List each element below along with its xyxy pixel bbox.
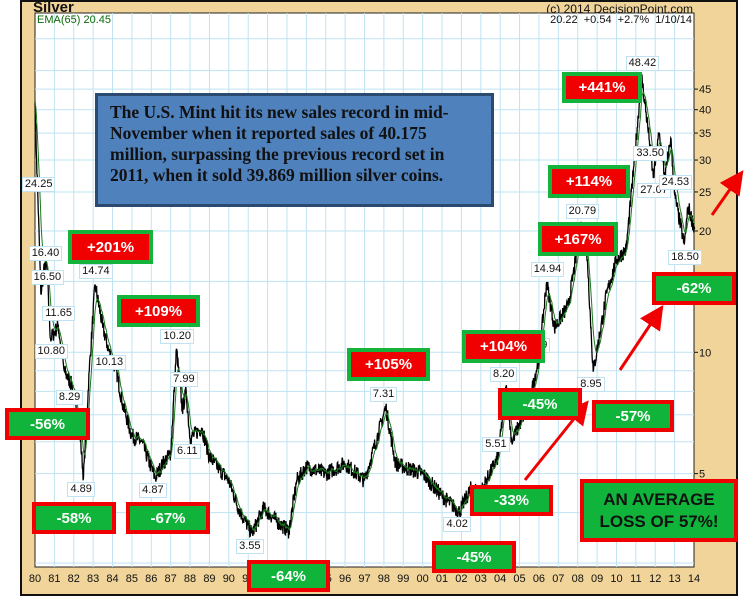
gain-annotation: +114%	[548, 165, 630, 198]
x-tick-label: 14	[688, 573, 700, 585]
red-arrow	[618, 305, 664, 371]
price-label: 10.20	[160, 328, 195, 344]
gain-annotation: +105%	[347, 348, 430, 381]
price-label: 4.89	[67, 482, 95, 498]
x-tick-label: 08	[572, 573, 584, 585]
average-loss-line2: LOSS OF 57%!	[599, 512, 719, 531]
price-label: 6.11	[174, 443, 201, 459]
price-label: 4.87	[139, 483, 167, 499]
price-label: 8.29	[55, 390, 84, 406]
x-tick-label: 81	[48, 573, 60, 585]
x-tick-label: 00	[417, 573, 429, 585]
x-tick-label: 06	[533, 573, 545, 585]
y-tick-label: 40	[699, 105, 711, 117]
x-tick-label: 90	[223, 573, 235, 585]
loss-annotation: -62%	[652, 272, 736, 305]
loss-annotation: -45%	[432, 541, 516, 573]
x-tick-label: 98	[378, 573, 390, 585]
y-axis: 5 10 20 25 30 35 40 45	[694, 84, 711, 481]
gain-annotation: +201%	[68, 230, 153, 264]
x-tick-label: 11	[630, 573, 641, 585]
price-label: 4.02	[443, 516, 471, 532]
x-tick-label: 05	[513, 573, 525, 585]
price-label: 8.95	[577, 376, 605, 392]
x-tick-label: 10	[610, 573, 622, 585]
loss-annotation: -45%	[498, 388, 582, 420]
price-label: 16.40	[28, 245, 63, 261]
x-tick-label: 04	[494, 573, 506, 585]
mint-sales-note: The U.S. Mint hit its new sales record i…	[95, 93, 494, 207]
x-tick-label: 85	[126, 573, 138, 585]
y-tick-label: 25	[699, 187, 711, 199]
price-label: 7.99	[170, 371, 198, 387]
gain-annotation: +441%	[562, 72, 642, 103]
price-label: 7.31	[369, 387, 398, 403]
red-arrow	[710, 170, 744, 216]
loss-annotation: -58%	[32, 502, 116, 534]
average-loss-box: AN AVERAGE LOSS OF 57%!	[580, 479, 738, 542]
x-tick-label: 09	[591, 573, 603, 585]
price-label: 16.50	[30, 269, 65, 285]
x-tick-label: 86	[145, 573, 157, 585]
y-tick-label: 5	[699, 469, 705, 481]
x-tick-label: 80	[29, 573, 41, 585]
price-label: 33.50	[633, 145, 667, 161]
loss-annotation: -56%	[5, 408, 90, 440]
gain-annotation: +109%	[117, 295, 200, 327]
price-label: 48.42	[625, 56, 660, 72]
last-quote: 20.22 +0.54 +2.7% 1/10/14	[550, 14, 692, 26]
x-tick-label: 82	[68, 573, 80, 585]
x-tick-label: 84	[106, 573, 118, 585]
gain-annotation: +104%	[462, 330, 545, 363]
x-tick-label: 03	[475, 573, 487, 585]
loss-annotation: -33%	[470, 485, 553, 516]
price-label: 14.74	[79, 264, 113, 280]
x-tick-label: 13	[668, 573, 680, 585]
gain-annotation: +167%	[538, 222, 618, 256]
price-label: 5.51	[482, 436, 510, 452]
price-label: 20.79	[565, 204, 600, 220]
x-axis: 8081828384858687888990919293949596979899…	[29, 573, 700, 585]
y-tick-label: 45	[699, 84, 711, 96]
average-loss-line1: AN AVERAGE	[603, 490, 715, 509]
x-tick-label: 87	[165, 573, 177, 585]
price-label: 10.13	[92, 355, 127, 371]
price-label: 11.65	[42, 305, 75, 321]
x-tick-label: 83	[87, 573, 99, 585]
x-tick-label: 88	[184, 573, 196, 585]
y-tick-label: 10	[699, 347, 711, 359]
price-label: 8.20	[489, 367, 518, 383]
loss-annotation: -67%	[126, 502, 210, 534]
x-tick-label: 89	[203, 573, 215, 585]
price-label: 18.50	[668, 249, 702, 265]
x-tick-label: 97	[358, 573, 370, 585]
y-tick-label: 35	[699, 128, 711, 140]
price-label: 10.80	[34, 343, 69, 359]
x-tick-label: 99	[397, 573, 409, 585]
y-tick-label: 30	[699, 155, 711, 167]
x-tick-label: 02	[455, 573, 467, 585]
loss-annotation: -64%	[247, 560, 330, 592]
price-label: 3.55	[236, 538, 264, 554]
chart-title: Silver	[33, 0, 74, 16]
price-label: 24.25	[21, 177, 56, 193]
x-tick-label: 96	[339, 573, 351, 585]
x-tick-label: 07	[552, 573, 564, 585]
price-label: 24.53	[658, 175, 693, 191]
x-tick-label: 12	[649, 573, 661, 585]
ema-label: EMA(65) 20.45	[37, 14, 111, 26]
loss-annotation: -57%	[592, 400, 674, 432]
price-label: 14.94	[530, 262, 565, 278]
y-tick-label: 20	[699, 226, 711, 238]
x-tick-label: 01	[436, 573, 448, 585]
